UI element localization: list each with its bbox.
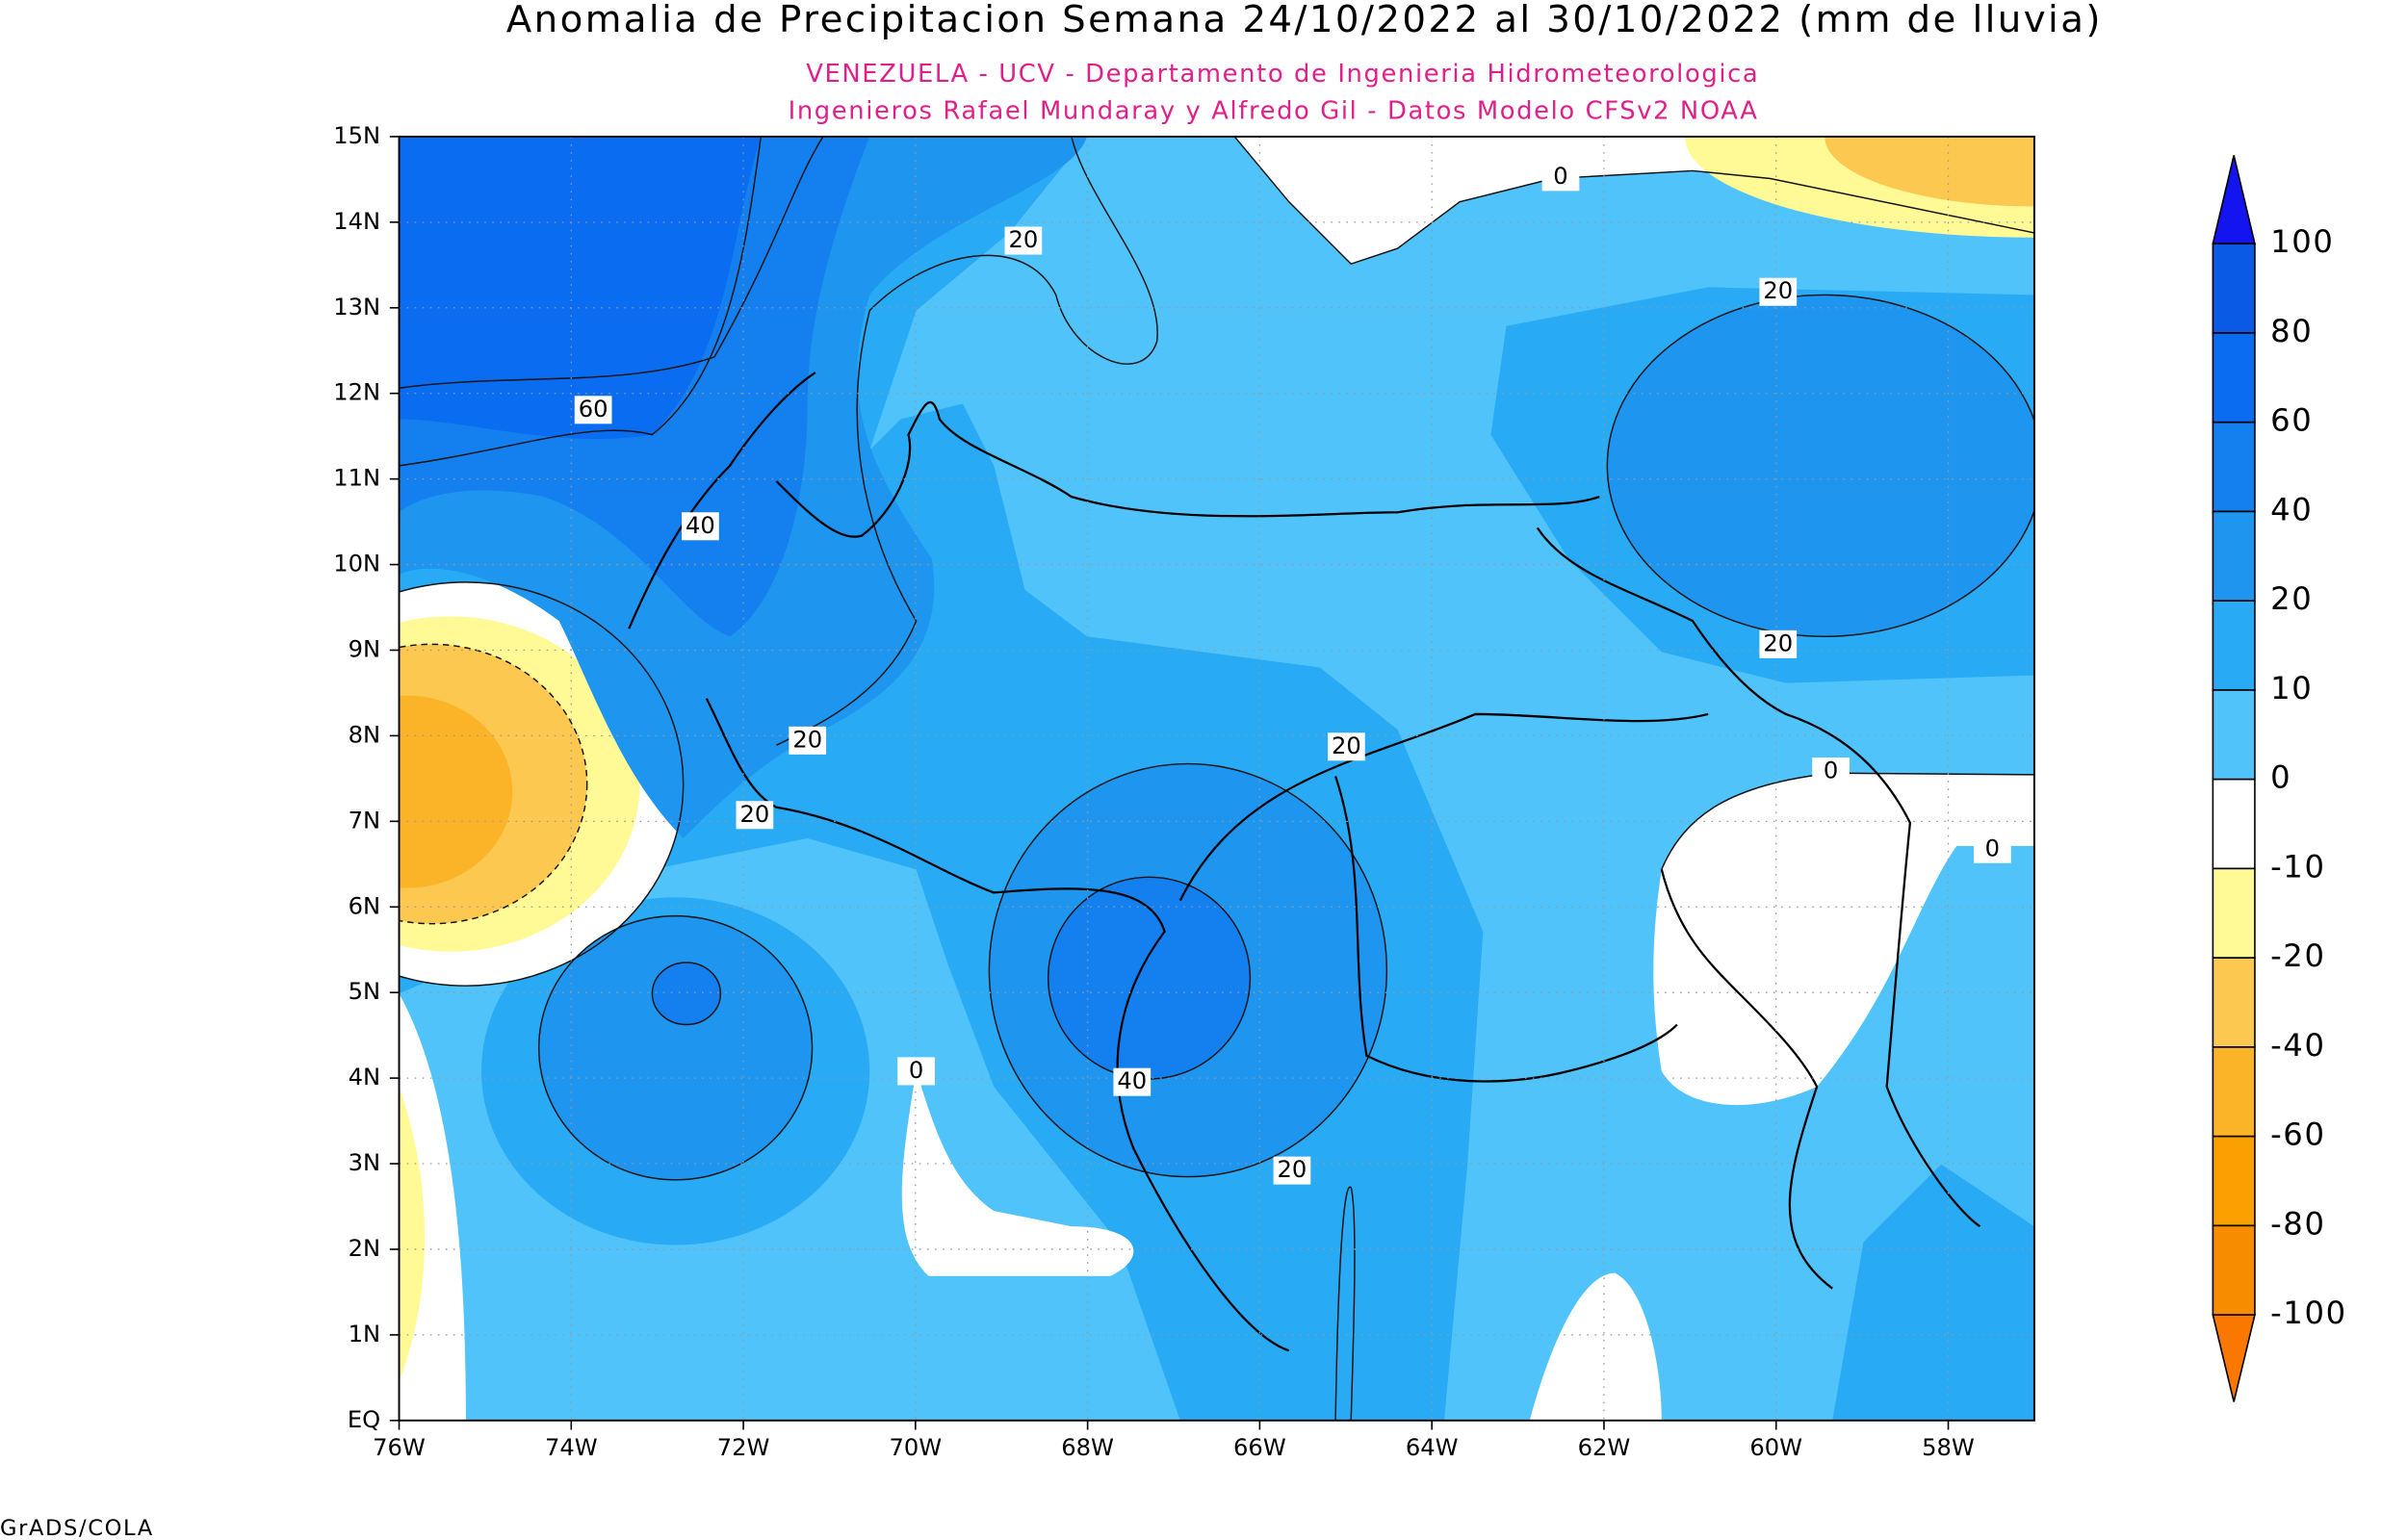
colorbar-triangle (2212, 155, 2256, 245)
lon-label: 72W (717, 1434, 770, 1461)
colorbar-bin (2212, 243, 2256, 334)
colorbar-bin (2212, 332, 2256, 424)
lat-label: 3N (349, 1149, 380, 1176)
colorbar-bin (2212, 1046, 2256, 1138)
colorbar-bin (2212, 421, 2256, 513)
contour-label-bg (1759, 277, 1798, 306)
contour-label: 20 (739, 801, 769, 828)
contour-label-bg (1974, 834, 2011, 863)
lon-label: 76W (373, 1434, 426, 1461)
contour-label-bg (1273, 1156, 1311, 1185)
contour-label: 20 (1763, 277, 1793, 304)
contour-label: 40 (1117, 1067, 1147, 1094)
contour-label: 20 (1332, 732, 1361, 759)
colorbar-bin (2212, 1135, 2256, 1227)
colorbar-label: 60 (2270, 402, 2313, 439)
colorbar-bin (2212, 510, 2256, 602)
contour-label-bg (1812, 757, 1850, 786)
contour-label-bg (1004, 226, 1043, 255)
subtitle: VENEZUELA - UCV - Departamento de Ingeni… (806, 60, 1759, 89)
contour-label-bg (1113, 1067, 1152, 1096)
colorbar-label: -40 (2270, 1027, 2326, 1064)
footer: GrADS/COLA (0, 1516, 154, 1540)
lon-label: 66W (1233, 1434, 1286, 1461)
colorbar-label: -20 (2270, 937, 2326, 974)
contour-label-bg (574, 396, 612, 424)
colorbar-label: -60 (2270, 1116, 2326, 1153)
colorbar-bin (2212, 867, 2256, 959)
lon-label: 58W (1922, 1434, 1975, 1461)
contour-label-bg (789, 726, 827, 755)
lat-label: 9N (349, 635, 380, 662)
colorbar-bin (2212, 957, 2256, 1048)
lat-label: EQ (348, 1406, 380, 1433)
contour-label: 0 (1553, 163, 1567, 190)
colorbar-label: -100 (2270, 1295, 2347, 1331)
lat-label: 11N (333, 465, 380, 492)
lon-label: 70W (889, 1434, 942, 1461)
colorbar-bin (2212, 1224, 2256, 1316)
contour-label: 0 (909, 1057, 923, 1084)
contour-label: 0 (1824, 757, 1838, 784)
colorbar-bin (2212, 600, 2256, 691)
lat-label: 8N (349, 721, 380, 748)
lat-label: 2N (349, 1235, 380, 1262)
contour-label: 20 (1009, 226, 1039, 253)
lon-label: 74W (545, 1434, 598, 1461)
colorbar-label: 20 (2270, 580, 2313, 617)
lat-label: 12N (333, 379, 380, 406)
colorbar-label: -10 (2270, 848, 2326, 885)
lon-label: 64W (1406, 1434, 1459, 1461)
contour-label-bg (897, 1057, 935, 1086)
lat-label: 14N (333, 208, 380, 235)
lon-label: 60W (1749, 1434, 1802, 1461)
colorbar-label: 0 (2270, 759, 2291, 796)
lat-label: 5N (349, 978, 380, 1005)
contour-label-bg (736, 801, 774, 830)
lat-label: 7N (349, 807, 380, 834)
lat-label: 13N (333, 294, 380, 321)
colorbar-bin (2212, 689, 2256, 781)
contour-label-bg (1328, 732, 1365, 761)
lat-label: 4N (349, 1064, 380, 1091)
lat-label: 10N (333, 551, 380, 578)
contour-label-bg (1541, 163, 1580, 192)
contour-label-bg (1759, 629, 1798, 658)
title: Anomalia de Precipitacion Semana 24/10/2… (506, 0, 2103, 41)
plot-frame (398, 135, 2035, 1422)
colorbar-triangle (2212, 1314, 2256, 1402)
colorbar-label: 10 (2270, 670, 2313, 706)
lon-label: 62W (1578, 1434, 1631, 1461)
lat-label: 1N (349, 1321, 380, 1348)
contour-label-bg (682, 512, 719, 541)
contour-label: 0 (1985, 834, 2000, 861)
lon-label: 68W (1061, 1434, 1114, 1461)
colorbar-label: 40 (2270, 491, 2313, 527)
contour-label: 20 (1278, 1156, 1307, 1183)
subtitle: Ingenieros Rafael Mundaray y Alfredo Gil… (789, 97, 1759, 126)
contour-label: 20 (792, 726, 822, 753)
colorbar-label: 80 (2270, 313, 2313, 349)
graticule (399, 136, 2034, 1421)
colorbar-bin (2212, 778, 2256, 870)
lat-label: 6N (349, 892, 380, 919)
colorbar-label: -80 (2270, 1205, 2326, 1242)
contour-label: 40 (686, 512, 715, 539)
colorbar-label: 100 (2270, 223, 2334, 260)
contour-label: 20 (1763, 629, 1793, 656)
lat-label: 15N (333, 122, 380, 149)
contour-label: 60 (579, 396, 608, 423)
axis-labels: 15N 14N 13N 12N 11N 10N 9N 8N 7N 6N 5N 4N 3N 2N 1N EQ76… (333, 122, 1975, 1461)
precip-field (399, 136, 2034, 1421)
